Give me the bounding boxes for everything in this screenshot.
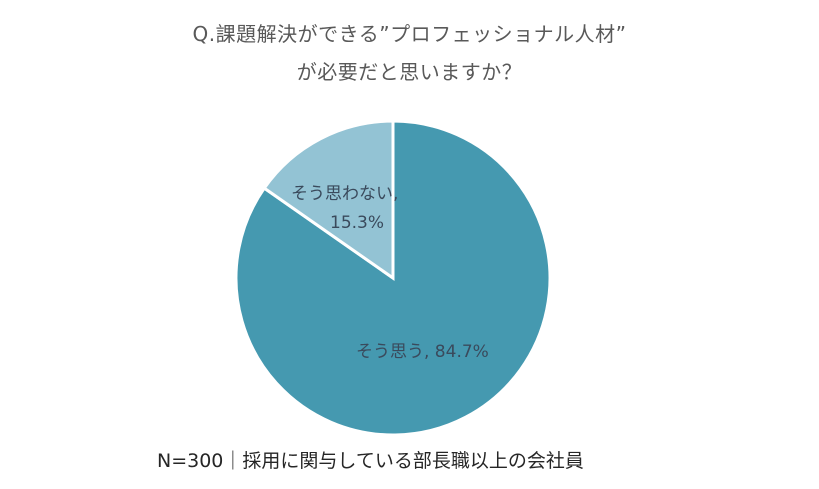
chart-title-line-1: Q.課題解決ができる”プロフェッショナル人材” [192, 22, 627, 46]
chart-title-line-2: が必要だと思いますか？ [296, 60, 523, 84]
pie-slice-disagree [262, 119, 395, 281]
sample-note: N=300｜採用に関与している部長職以上の会社員 [157, 450, 584, 472]
data-label-disagree-value: 15.3% [330, 213, 385, 233]
data-label-disagree-name: そう思わない, [291, 184, 399, 204]
data-label-agree: そう思う, 84.7% [356, 342, 489, 362]
